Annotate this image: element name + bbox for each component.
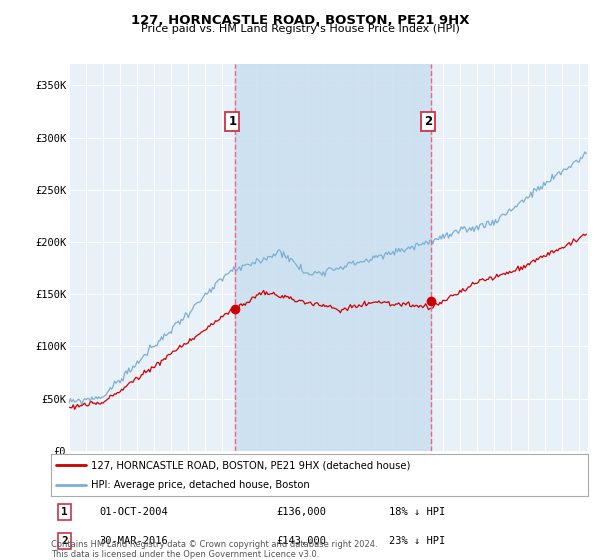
- Text: 2: 2: [61, 536, 68, 546]
- Text: £136,000: £136,000: [277, 507, 326, 517]
- Text: 30-MAR-2016: 30-MAR-2016: [100, 536, 168, 546]
- Bar: [235, 64, 431, 451]
- Text: Contains HM Land Registry data © Crown copyright and database right 2024.
This d: Contains HM Land Registry data © Crown c…: [51, 540, 377, 559]
- Text: 1: 1: [228, 115, 236, 128]
- Text: 23% ↓ HPI: 23% ↓ HPI: [389, 536, 446, 546]
- Text: 127, HORNCASTLE ROAD, BOSTON, PE21 9HX (detached house): 127, HORNCASTLE ROAD, BOSTON, PE21 9HX (…: [91, 460, 410, 470]
- Text: 01-OCT-2004: 01-OCT-2004: [100, 507, 168, 517]
- Text: 2: 2: [424, 115, 432, 128]
- Text: 1: 1: [61, 507, 68, 517]
- Text: HPI: Average price, detached house, Boston: HPI: Average price, detached house, Bost…: [91, 480, 310, 490]
- Text: 18% ↓ HPI: 18% ↓ HPI: [389, 507, 446, 517]
- Text: 127, HORNCASTLE ROAD, BOSTON, PE21 9HX: 127, HORNCASTLE ROAD, BOSTON, PE21 9HX: [131, 14, 469, 27]
- Text: Price paid vs. HM Land Registry's House Price Index (HPI): Price paid vs. HM Land Registry's House …: [140, 24, 460, 34]
- Text: £143,000: £143,000: [277, 536, 326, 546]
